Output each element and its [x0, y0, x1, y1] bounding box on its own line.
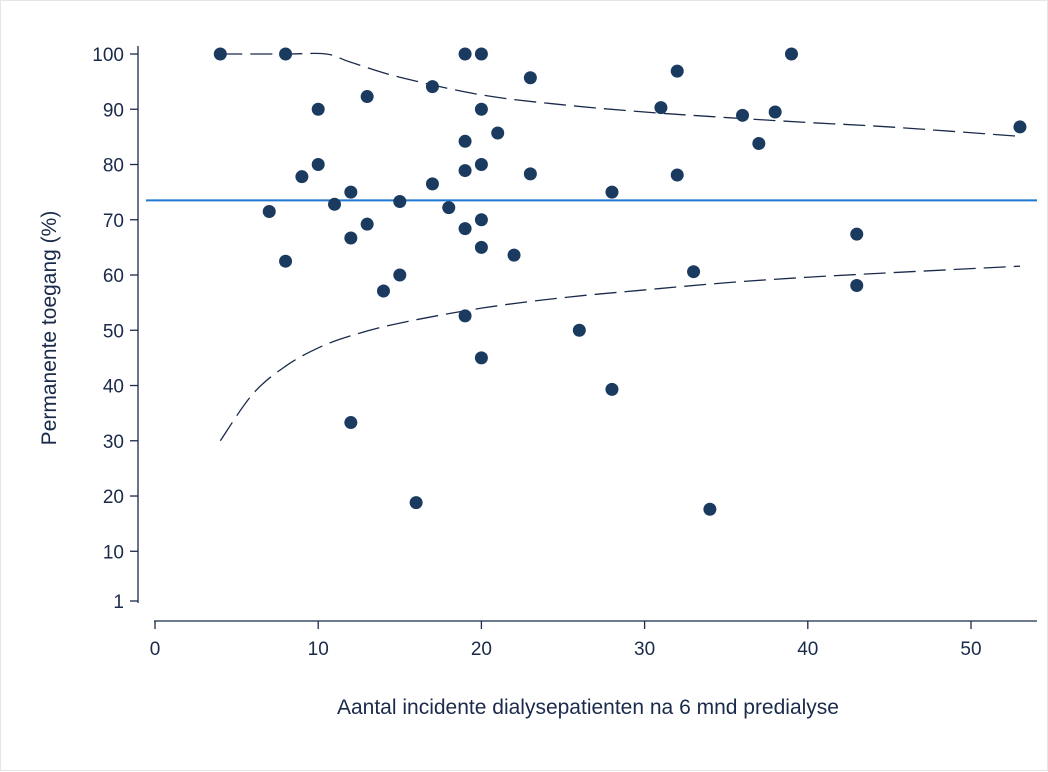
y-tick-label: 100: [92, 45, 124, 66]
data-points: [213, 47, 1027, 516]
data-point: [360, 217, 374, 231]
data-point: [491, 126, 505, 140]
data-point: [393, 268, 407, 282]
data-point: [393, 195, 407, 209]
data-point: [654, 101, 668, 115]
data-point: [425, 177, 439, 191]
data-point: [1013, 120, 1027, 134]
y-tick-label: 50: [103, 321, 124, 342]
x-tick-label: 50: [960, 639, 981, 660]
data-point: [523, 71, 537, 85]
y-tick-label: 40: [103, 377, 124, 398]
data-point: [572, 323, 586, 337]
x-tick-label: 10: [308, 639, 329, 660]
data-point: [328, 197, 342, 211]
data-point: [360, 90, 374, 104]
data-point: [784, 47, 798, 61]
data-point: [279, 254, 293, 268]
data-point: [295, 170, 309, 184]
x-tick-label: 0: [150, 639, 161, 660]
x-axis-title: Aantal incidente dialysepatienten na 6 m…: [337, 696, 839, 719]
y-tick-label: 60: [103, 266, 124, 287]
data-point: [458, 47, 472, 61]
data-point: [474, 351, 488, 365]
y-axis-title: Permanente toegang (%): [38, 211, 61, 446]
data-point: [507, 248, 521, 262]
y-tick-label: 90: [103, 100, 124, 121]
y-tick-label: 30: [103, 432, 124, 453]
data-point: [474, 102, 488, 116]
data-point: [850, 279, 864, 293]
y-tick-label: 1: [113, 592, 124, 613]
data-point: [736, 108, 750, 122]
data-point: [376, 284, 390, 298]
y-tick-label: 70: [103, 211, 124, 232]
data-point: [458, 309, 472, 323]
data-point: [311, 102, 325, 116]
data-point: [213, 47, 227, 61]
data-point: [474, 47, 488, 61]
data-point: [344, 185, 358, 199]
data-point: [442, 201, 456, 215]
data-point: [425, 80, 439, 94]
upper-control-limit: [220, 52, 1021, 137]
lower-control-limit: [219, 265, 1020, 442]
data-point: [523, 167, 537, 181]
data-point: [670, 64, 684, 78]
axes: 1 10 20 30 40 50 60 70 80 90 100 0 10 20 30 40 50: [92, 45, 1037, 660]
data-point: [687, 265, 701, 279]
data-point: [311, 158, 325, 172]
data-point: [458, 222, 472, 236]
data-point: [344, 231, 358, 245]
data-point: [458, 134, 472, 148]
data-point: [605, 185, 619, 199]
data-point: [344, 416, 358, 430]
data-point: [474, 240, 488, 254]
data-point: [850, 227, 864, 241]
x-tick-label: 30: [634, 639, 655, 660]
y-tick-label: 10: [103, 542, 124, 563]
data-point: [474, 213, 488, 227]
control-limits: [219, 52, 1021, 442]
x-tick-label: 20: [471, 639, 492, 660]
data-point: [279, 47, 293, 61]
data-point: [458, 164, 472, 178]
data-point: [768, 105, 782, 119]
data-point: [703, 502, 717, 516]
data-point: [262, 204, 276, 218]
data-point: [752, 137, 766, 151]
x-tick-label: 40: [797, 639, 818, 660]
data-point: [605, 382, 619, 396]
y-tick-label: 80: [103, 156, 124, 177]
data-point: [409, 496, 423, 510]
data-point: [670, 168, 684, 182]
data-point: [474, 158, 488, 172]
y-tick-label: 20: [103, 487, 124, 508]
